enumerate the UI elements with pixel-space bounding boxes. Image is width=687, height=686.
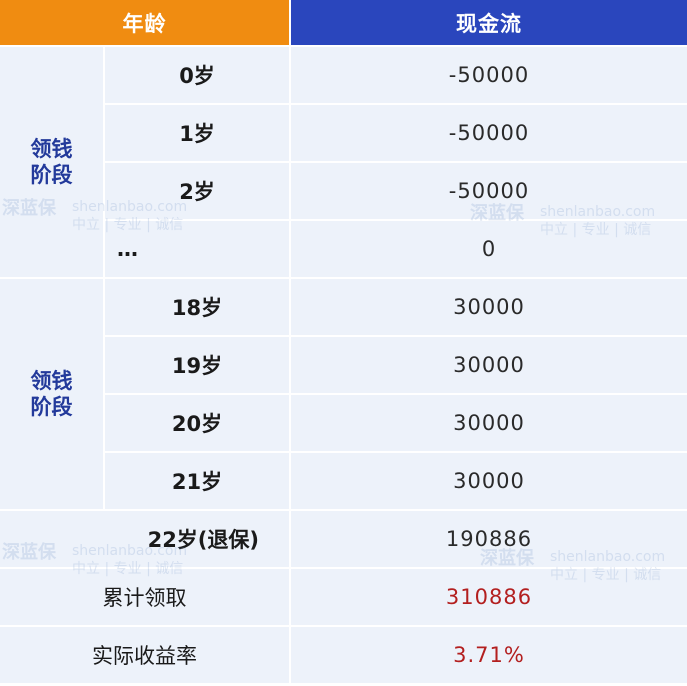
age-cell: 18岁 [105,279,291,337]
cash-cell: 30000 [291,453,687,511]
header-cashflow: 现金流 [291,0,687,47]
rate-value: 3.71% [291,627,687,685]
cash-cell: -50000 [291,105,687,163]
total-value: 310886 [291,569,687,627]
age-cell: 20岁 [105,395,291,453]
cash-cell: -50000 [291,163,687,221]
cash-cell-surrender: 190886 [291,511,687,569]
header-age: 年龄 [0,0,291,47]
age-cell: 21岁 [105,453,291,511]
phase-label-2: 领钱 阶段 [0,279,105,511]
age-cell: 2岁 [105,163,291,221]
cash-cell: 30000 [291,279,687,337]
age-cell: 1岁 [105,105,291,163]
age-cell-surrender: 22岁(退保) [0,511,291,569]
cash-cell: 0 [291,221,687,279]
age-cell: … [105,221,291,279]
phase-label-1: 领钱 阶段 [0,47,105,279]
cash-cell: 30000 [291,337,687,395]
cash-cell: -50000 [291,47,687,105]
phase-label-2-line2: 阶段 [30,395,73,419]
rate-label: 实际收益率 [0,627,291,685]
age-cell: 19岁 [105,337,291,395]
cash-cell: 30000 [291,395,687,453]
phase-label-1-line2: 阶段 [30,163,73,187]
phase-label-1-line1: 领钱 [30,137,73,161]
total-label: 累计领取 [0,569,291,627]
phase-label-2-line1: 领钱 [30,369,73,393]
age-cell: 0岁 [105,47,291,105]
